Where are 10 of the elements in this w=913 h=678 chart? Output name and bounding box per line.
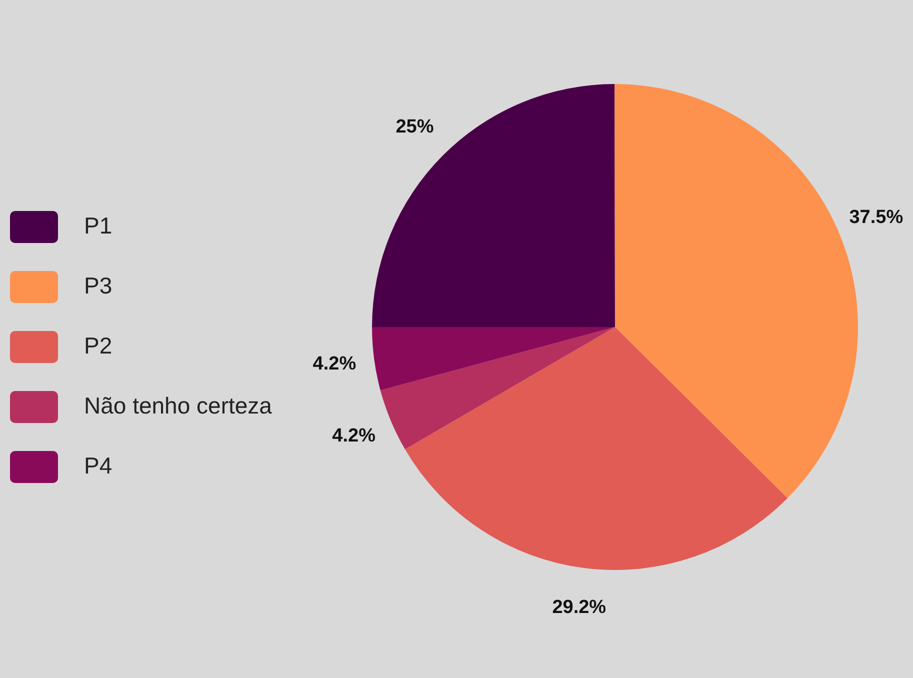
legend-label: P2 bbox=[84, 332, 112, 358]
data-label: 4.2% bbox=[312, 353, 356, 374]
data-label: 4.2% bbox=[332, 425, 376, 446]
legend-label: P3 bbox=[84, 272, 112, 298]
legend-label: P4 bbox=[84, 452, 112, 478]
data-label: 25% bbox=[396, 116, 434, 138]
legend-label: Não tenho certeza bbox=[84, 392, 272, 418]
data-label: 37.5% bbox=[849, 207, 904, 228]
legend-label: P1 bbox=[84, 212, 112, 238]
data-label: 29.2% bbox=[552, 596, 606, 618]
